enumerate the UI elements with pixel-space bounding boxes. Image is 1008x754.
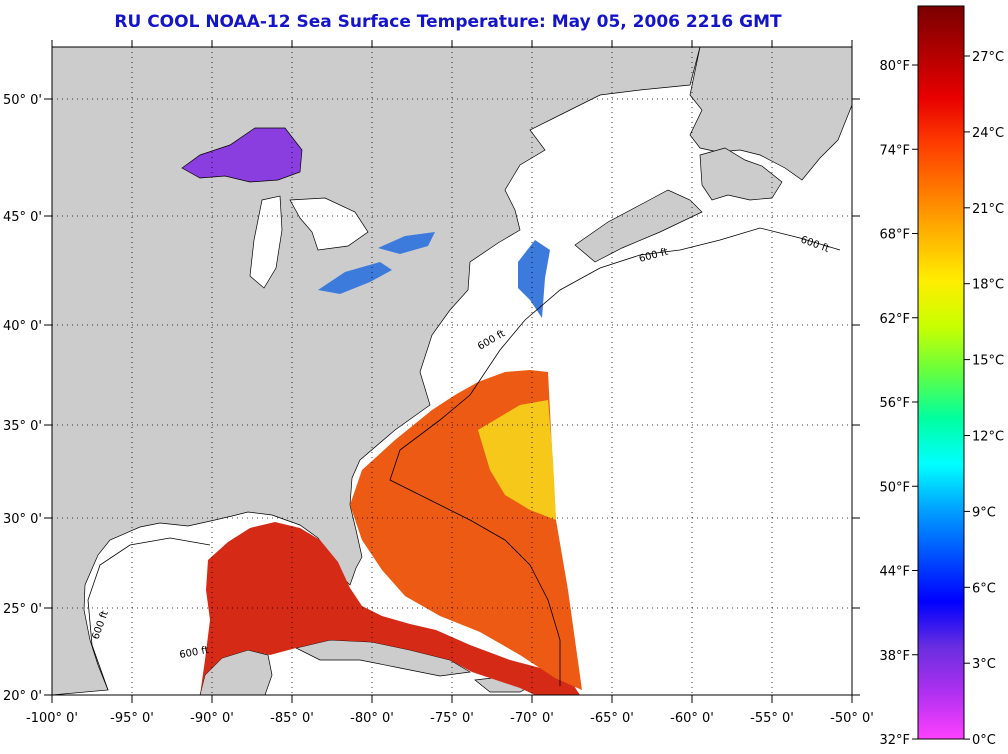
latitude-axis: 50° 0' 45° 0' 40° 0' 35° 0' 30° 0' 25° 0' 20° …	[3, 93, 860, 704]
lon-label: -60° 0'	[670, 711, 714, 726]
lon-label: -85° 0'	[270, 711, 314, 726]
fahrenheit-label: 56°F	[879, 396, 910, 411]
fahrenheit-label: 50°F	[879, 480, 910, 495]
colorbar	[917, 5, 965, 740]
celsius-label: 12°C	[972, 430, 1004, 445]
sst-sargasso-sea-region	[478, 400, 556, 520]
fahrenheit-label: 44°F	[879, 565, 910, 580]
lon-label: -70° 0'	[510, 711, 554, 726]
lon-label: -100° 0'	[26, 711, 78, 726]
land-atlantic-canada	[689, 47, 852, 181]
fahrenheit-label: 62°F	[879, 312, 910, 327]
lat-label: 20° 0'	[3, 689, 42, 704]
celsius-label: 27°C	[972, 50, 1004, 65]
graticule-grid	[52, 47, 852, 695]
land-nova-scotia	[574, 189, 703, 263]
celsius-label: 21°C	[972, 202, 1004, 217]
lat-label: 45° 0'	[3, 210, 42, 225]
fahrenheit-label: 32°F	[879, 733, 910, 748]
lon-label: -55° 0'	[750, 711, 794, 726]
lon-label: -95° 0'	[110, 711, 154, 726]
lat-label: 50° 0'	[3, 93, 42, 108]
lat-label: 40° 0'	[3, 319, 42, 334]
lake-erie	[318, 262, 392, 294]
lake-ontario	[378, 232, 435, 254]
celsius-label: 3°C	[972, 657, 996, 672]
celsius-label: 6°C	[972, 581, 996, 596]
fahrenheit-label: 80°F	[879, 59, 910, 74]
celsius-label: 0°C	[972, 733, 996, 748]
lon-label: -65° 0'	[590, 711, 634, 726]
lat-label: 25° 0'	[3, 602, 42, 617]
lake-superior	[181, 127, 303, 183]
colorbar-celsius-scale: 27°C 24°C 21°C 18°C 15°C 12°C 9°C 6°C 3°C 0°C	[964, 50, 1004, 748]
lake-michigan	[249, 195, 283, 289]
land-north-america	[52, 47, 701, 695]
sst-gulf-of-mexico	[200, 522, 580, 695]
celsius-label: 24°C	[972, 126, 1004, 141]
isobath-label: 600 ft	[179, 645, 210, 661]
sst-gulf-of-maine	[518, 240, 550, 318]
celsius-label: 9°C	[972, 505, 996, 520]
colorbar-fahrenheit-scale: 80°F 74°F 68°F 62°F 56°F 50°F 44°F 38°F 32°F	[879, 59, 918, 748]
lon-label: -75° 0'	[430, 711, 474, 726]
fahrenheit-label: 38°F	[879, 649, 910, 664]
map-title: RU COOL NOAA-12 Sea Surface Temperature:…	[114, 12, 782, 32]
fahrenheit-label: 68°F	[879, 228, 910, 243]
lon-label: -90° 0'	[190, 711, 234, 726]
lon-label: -50° 0'	[830, 711, 874, 726]
fahrenheit-label: 74°F	[879, 143, 910, 158]
lat-label: 35° 0'	[3, 419, 42, 434]
celsius-label: 18°C	[972, 278, 1004, 293]
land-yucatan	[199, 649, 273, 695]
lake-huron	[289, 197, 369, 251]
celsius-label: 15°C	[972, 354, 1004, 369]
longitude-axis: -100° 0' -95° 0' -90° 0' -85° 0' -80° 0' -75°…	[26, 40, 874, 726]
lon-label: -80° 0'	[350, 711, 394, 726]
lat-label: 30° 0'	[3, 512, 42, 527]
map-area: 600 ft 600 ft 600 ft 600 ft 600 ft	[52, 47, 852, 695]
isobath-600ft	[87, 227, 841, 691]
